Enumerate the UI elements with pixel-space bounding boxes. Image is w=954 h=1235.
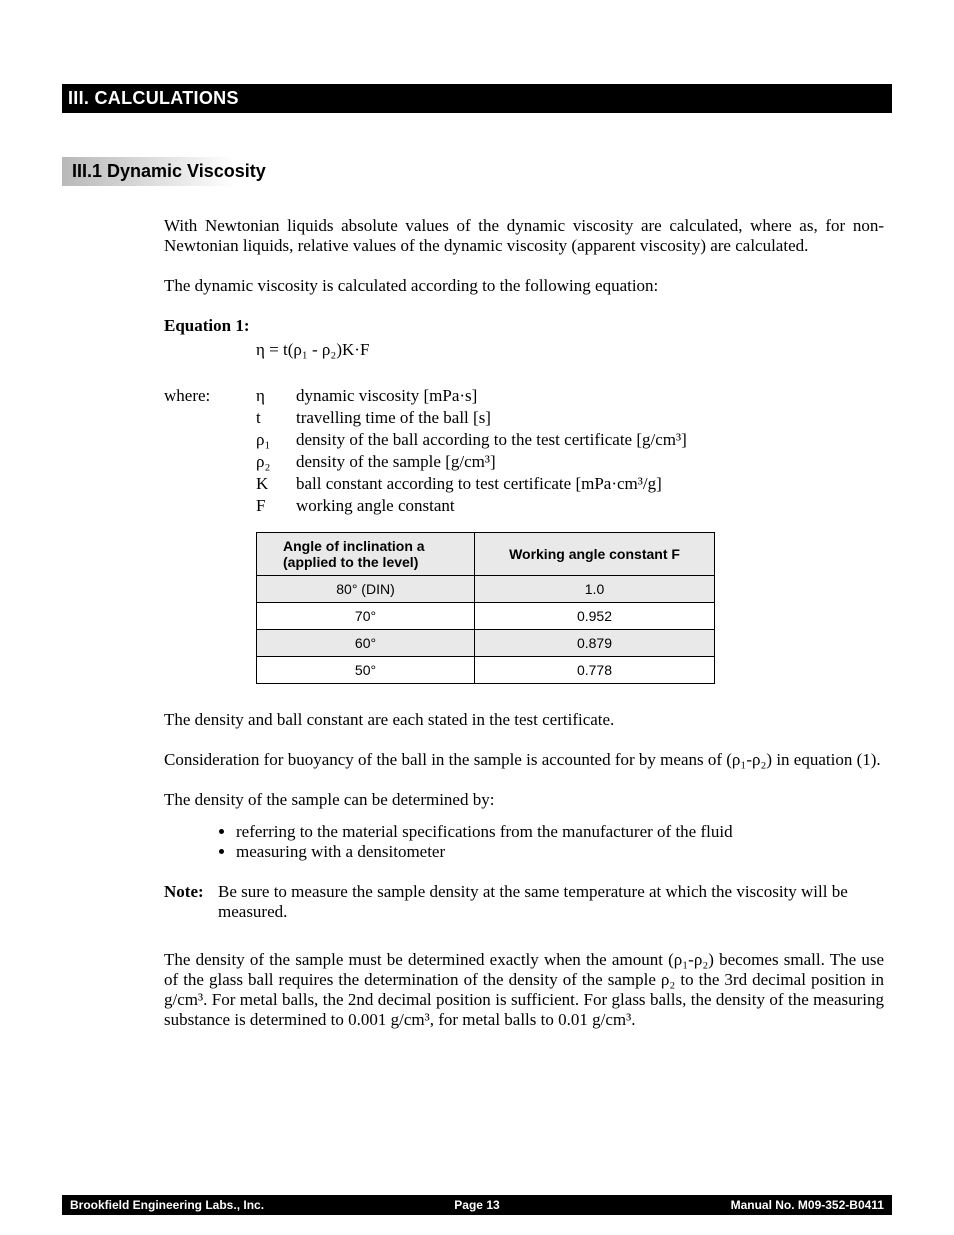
table-cell-angle: 50° (257, 657, 475, 684)
definition-row: ρ₂density of the sample [g/cm³] (256, 452, 687, 472)
equation-label: Equation 1: (164, 316, 884, 336)
table-row: 80° (DIN)1.0 (257, 576, 715, 603)
after-table-paragraph: The density and ball constant are each s… (164, 710, 884, 730)
definition-text: density of the ball according to the tes… (296, 430, 687, 450)
table-header-row: Angle of inclination a (applied to the l… (257, 533, 715, 576)
footer-page-number: Page 13 (341, 1198, 612, 1212)
table-cell-f: 1.0 (475, 576, 715, 603)
definition-symbol: t (256, 408, 296, 428)
definition-text: travelling time of the ball [s] (296, 408, 687, 428)
determine-paragraph: The density of the sample can be determi… (164, 790, 884, 810)
note-block: Note: Be sure to measure the sample dens… (164, 882, 884, 922)
table-cell-angle: 60° (257, 630, 475, 657)
table-cell-f: 0.952 (475, 603, 715, 630)
angle-table: Angle of inclination a (applied to the l… (256, 532, 715, 684)
final-paragraph: The density of the sample must be determ… (164, 950, 884, 1030)
section-heading: III. CALCULATIONS (62, 84, 892, 113)
calc-intro-paragraph: The dynamic viscosity is calculated acco… (164, 276, 884, 296)
table-cell-f: 0.778 (475, 657, 715, 684)
table-row: 60°0.879 (257, 630, 715, 657)
definition-row: Kball constant according to test certifi… (256, 474, 687, 494)
definitions-list: ηdynamic viscosity [mPa·s] ttravelling t… (256, 386, 687, 518)
bullet-list: referring to the material specifications… (236, 822, 884, 862)
table-header-angle: Angle of inclination a (applied to the l… (257, 533, 475, 576)
where-block: where: ηdynamic viscosity [mPa·s] ttrave… (164, 386, 884, 518)
footer-company: Brookfield Engineering Labs., Inc. (70, 1198, 341, 1212)
definition-symbol: K (256, 474, 296, 494)
list-item: measuring with a densitometer (236, 842, 884, 862)
definition-row: ρ₁density of the ball according to the t… (256, 430, 687, 450)
definition-text: working angle constant (296, 496, 687, 516)
equation: η = t(ρ₁ - ρ₂)K·F (256, 340, 884, 360)
definition-row: ηdynamic viscosity [mPa·s] (256, 386, 687, 406)
where-label: where: (164, 386, 256, 518)
table-header-f: Working angle constant F (475, 533, 715, 576)
note-body: Be sure to measure the sample density at… (218, 882, 884, 922)
definition-symbol: ρ₁ (256, 430, 296, 450)
definition-symbol: η (256, 386, 296, 406)
table-row: 70°0.952 (257, 603, 715, 630)
definition-symbol: ρ₂ (256, 452, 296, 472)
page-footer: Brookfield Engineering Labs., Inc. Page … (62, 1195, 892, 1215)
content-area: With Newtonian liquids absolute values o… (164, 216, 884, 1030)
definition-text: dynamic viscosity [mPa·s] (296, 386, 687, 406)
definition-symbol: F (256, 496, 296, 516)
list-item: referring to the material specifications… (236, 822, 884, 842)
table-row: 50°0.778 (257, 657, 715, 684)
intro-paragraph: With Newtonian liquids absolute values o… (164, 216, 884, 256)
table-cell-angle: 80° (DIN) (257, 576, 475, 603)
definition-row: ttravelling time of the ball [s] (256, 408, 687, 428)
definition-text: ball constant according to test certific… (296, 474, 687, 494)
note-label: Note: (164, 882, 218, 922)
buoyancy-paragraph: Consideration for buoyancy of the ball i… (164, 750, 884, 770)
definition-row: Fworking angle constant (256, 496, 687, 516)
footer-manual-no: Manual No. M09-352-B0411 (613, 1198, 884, 1212)
table-cell-f: 0.879 (475, 630, 715, 657)
subsection-heading: III.1 Dynamic Viscosity (62, 157, 447, 186)
definition-text: density of the sample [g/cm³] (296, 452, 687, 472)
table-cell-angle: 70° (257, 603, 475, 630)
